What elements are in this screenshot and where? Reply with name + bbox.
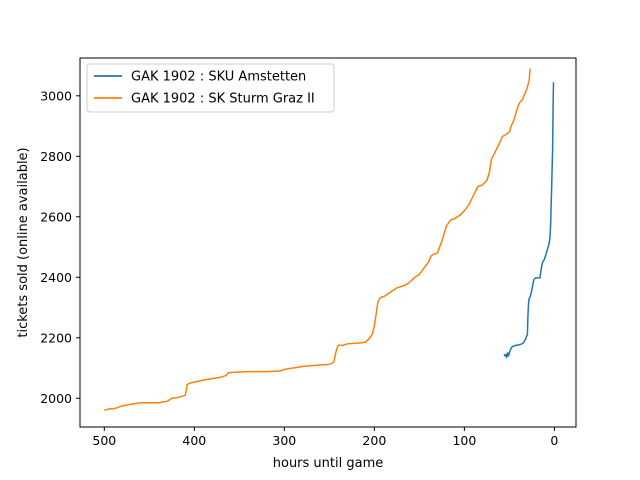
- x-tick-label: 200: [362, 433, 386, 448]
- y-axis: 2000 2200 2400 2600 2800 3000: [40, 88, 80, 406]
- x-tick-label: 0: [550, 433, 558, 448]
- x-tick-label: 500: [92, 433, 116, 448]
- x-tick-label: 300: [272, 433, 296, 448]
- y-tick-label: 2400: [40, 270, 72, 285]
- x-tick-label: 100: [452, 433, 476, 448]
- series-line-2: [104, 68, 531, 412]
- legend-box: [86, 63, 335, 113]
- y-tick-label: 2600: [40, 209, 72, 224]
- legend: GAK 1902 : SKU Amstetten GAK 1902 : SK St…: [86, 63, 335, 113]
- y-tick-label: 2800: [40, 149, 72, 164]
- y-tick-label: 2200: [40, 330, 72, 345]
- series-line-1: [503, 82, 555, 359]
- series-layer: [104, 68, 555, 412]
- x-tick-label: 400: [182, 433, 206, 448]
- y-tick-label: 3000: [40, 88, 72, 103]
- x-axis: 500 400 300 200 100 0: [92, 427, 558, 448]
- y-axis-label: tickets sold (online available): [16, 147, 31, 337]
- y-tick-label: 2000: [40, 391, 72, 406]
- x-axis-label: hours until game: [273, 456, 384, 471]
- legend-entry-1: GAK 1902 : SKU Amstetten: [131, 70, 306, 85]
- legend-entry-2: GAK 1902 : SK Sturm Graz II: [131, 92, 315, 107]
- plot-frame: [79, 57, 577, 428]
